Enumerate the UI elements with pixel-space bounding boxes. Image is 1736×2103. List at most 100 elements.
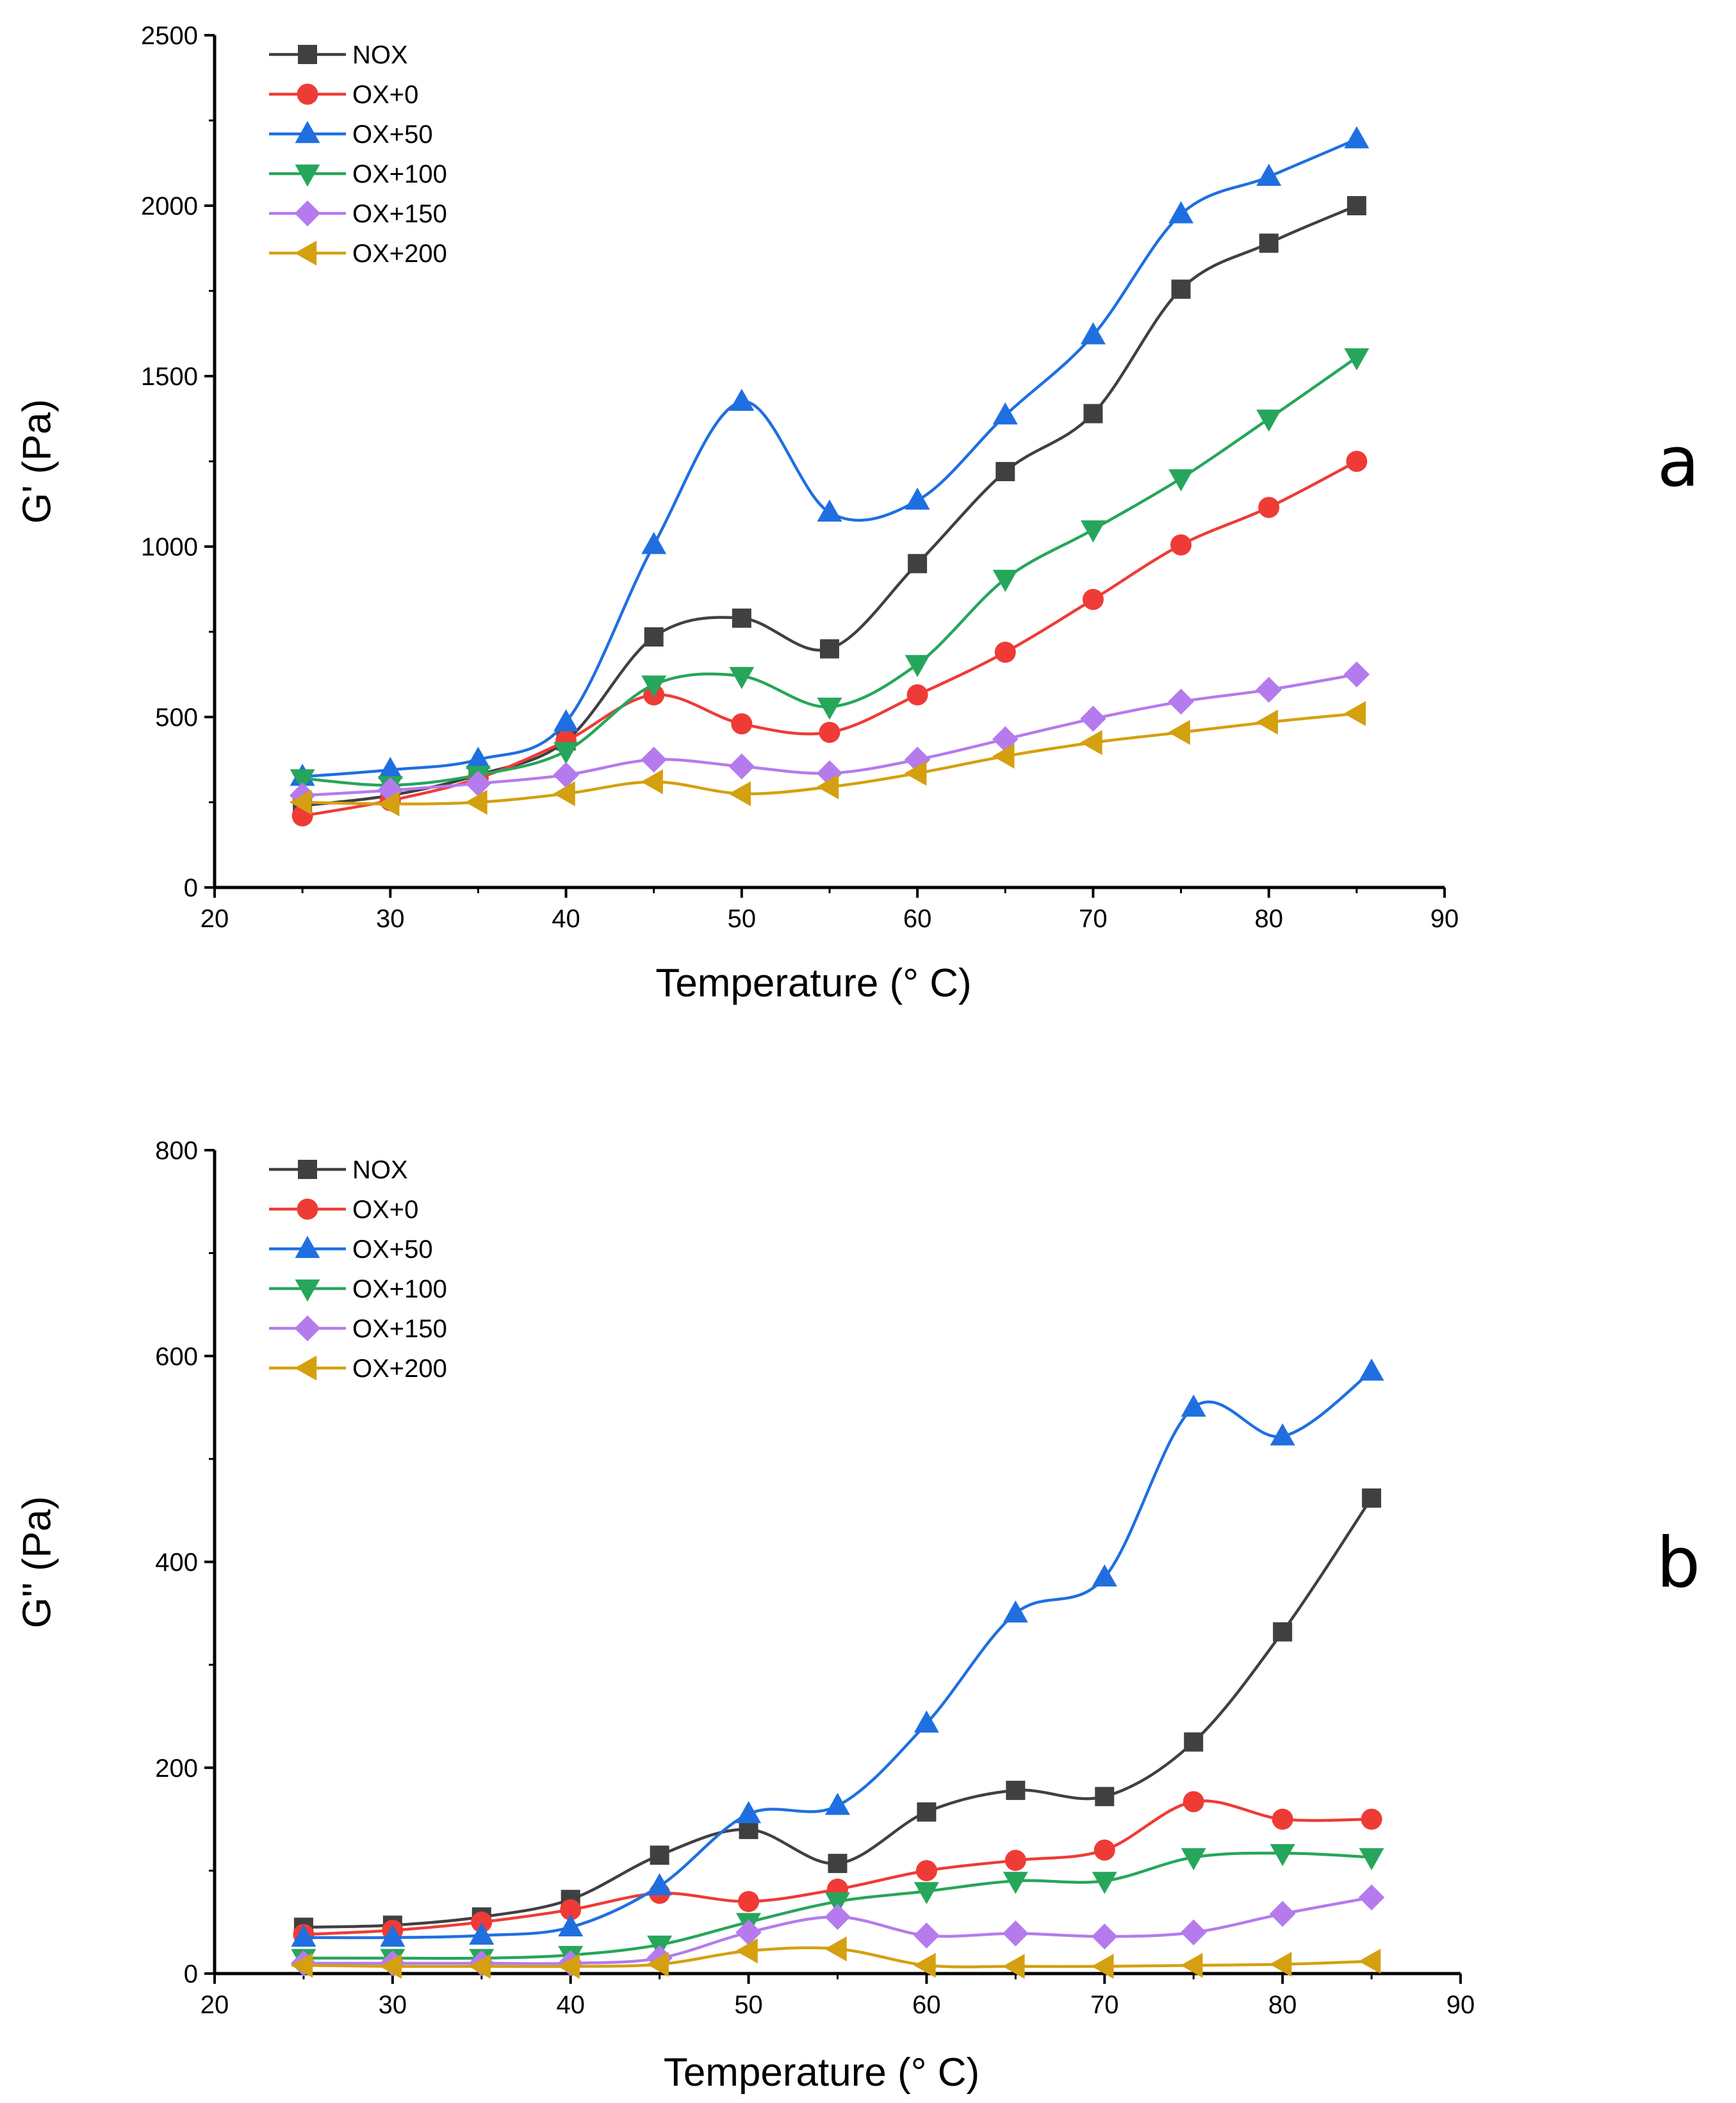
- series-NOX: [293, 1488, 1382, 1937]
- data-point: [1003, 1954, 1025, 1979]
- series-line: [302, 138, 1357, 779]
- data-point: [1273, 1622, 1293, 1642]
- data-point: [1168, 720, 1190, 745]
- legend-item-OX+200: OX+200: [269, 1355, 447, 1383]
- series-line: [302, 356, 1358, 787]
- data-point: [736, 1801, 762, 1824]
- data-point: [1092, 1564, 1117, 1587]
- legend-marker: [294, 200, 321, 227]
- data-point: [1269, 1952, 1292, 1977]
- panel-label: b: [1657, 1523, 1701, 1603]
- data-point: [1080, 705, 1106, 732]
- chart-panel-b: 20 30 40 50 60 70 80 90 0 200 400 600 800 Temperature…: [15, 1137, 1701, 2095]
- data-point: [1092, 1872, 1117, 1894]
- data-point: [553, 762, 579, 788]
- data-point: [913, 1710, 939, 1733]
- data-point: [1092, 1954, 1114, 1979]
- data-point: [824, 1936, 847, 1961]
- x-tick-label: 40: [556, 1991, 585, 2019]
- data-point: [992, 570, 1018, 592]
- y-tick-label: 400: [155, 1549, 198, 1577]
- x-tick-label: 50: [728, 905, 757, 933]
- data-point: [1343, 661, 1370, 688]
- data-point: [1256, 677, 1282, 703]
- data-point: [468, 1954, 491, 1979]
- legend-marker: [295, 164, 320, 187]
- data-point: [1361, 1808, 1382, 1830]
- data-point: [647, 1873, 673, 1895]
- series-OX+200: [289, 701, 1366, 817]
- y-axis-title: G'' (Pa): [15, 1496, 60, 1628]
- legend-marker: [294, 1355, 317, 1381]
- legend-item-OX+150: OX+150: [269, 200, 447, 228]
- data-point: [728, 753, 755, 780]
- legend-label: NOX: [352, 1156, 408, 1184]
- legend-item-OX+150: OX+150: [269, 1315, 447, 1343]
- legend-label: OX+50: [352, 120, 433, 149]
- panel-label: a: [1657, 422, 1699, 502]
- x-tick-label: 80: [1268, 1991, 1297, 2019]
- legend-item-OX+200: OX+200: [269, 240, 447, 268]
- data-point: [290, 1952, 313, 1978]
- legend-item-NOX: NOX: [269, 1156, 408, 1184]
- data-point: [641, 675, 667, 698]
- data-point: [992, 402, 1018, 425]
- x-tick-label: 20: [201, 1991, 229, 2019]
- data-point: [995, 461, 1015, 481]
- data-point: [1171, 279, 1191, 299]
- series-line: [303, 1370, 1373, 1940]
- data-point: [819, 722, 840, 743]
- data-point: [913, 1922, 940, 1949]
- data-point: [1269, 1901, 1296, 1927]
- series-OX+50: [291, 1358, 1384, 1947]
- legend-marker: [295, 1235, 320, 1258]
- data-point: [1168, 688, 1194, 715]
- x-tick-label: 40: [552, 905, 580, 933]
- legend-marker: [297, 1198, 318, 1220]
- legend-item-OX+100: OX+100: [269, 1275, 447, 1303]
- data-point: [1184, 1732, 1204, 1752]
- data-point: [735, 1938, 758, 1964]
- legend-item-OX+0: OX+0: [269, 81, 418, 109]
- x-axis-title: Temperature (° C): [655, 961, 971, 1005]
- data-point: [469, 1922, 495, 1945]
- data-point: [465, 789, 487, 815]
- legend-marker: [294, 1315, 321, 1342]
- data-point: [1347, 196, 1366, 215]
- data-point: [379, 1954, 402, 1979]
- data-point: [994, 641, 1016, 663]
- data-point: [1080, 322, 1106, 345]
- legend-label: OX+100: [352, 1275, 447, 1303]
- y-tick-label: 200: [155, 1754, 198, 1783]
- data-point: [380, 1924, 405, 1947]
- data-point: [1344, 348, 1370, 370]
- data-point: [1181, 1394, 1206, 1417]
- x-tick-label: 30: [376, 905, 405, 933]
- data-point: [553, 781, 575, 807]
- data-point: [1270, 1423, 1295, 1446]
- data-point: [728, 781, 751, 807]
- data-point: [1359, 1358, 1384, 1381]
- data-point: [641, 769, 663, 795]
- data-point: [908, 554, 928, 573]
- data-point: [646, 1952, 669, 1977]
- y-tick-label: 0: [184, 1960, 198, 1988]
- data-point: [906, 684, 928, 705]
- legend-label: OX+150: [352, 1315, 447, 1343]
- y-tick-label: 800: [155, 1137, 198, 1165]
- data-point: [1003, 1920, 1029, 1947]
- data-point: [1272, 1808, 1293, 1830]
- data-point: [817, 499, 842, 522]
- series-OX+0: [293, 1791, 1382, 1945]
- series-line: [303, 1497, 1373, 1929]
- data-point: [825, 1892, 850, 1915]
- legend-marker: [295, 120, 320, 144]
- data-point: [735, 1919, 762, 1945]
- data-point: [1358, 1949, 1381, 1974]
- data-point: [825, 1792, 850, 1815]
- data-point: [913, 1882, 939, 1904]
- x-tick-label: 70: [1090, 1991, 1119, 2019]
- data-point: [1093, 1839, 1115, 1861]
- series-OX+50: [290, 126, 1370, 786]
